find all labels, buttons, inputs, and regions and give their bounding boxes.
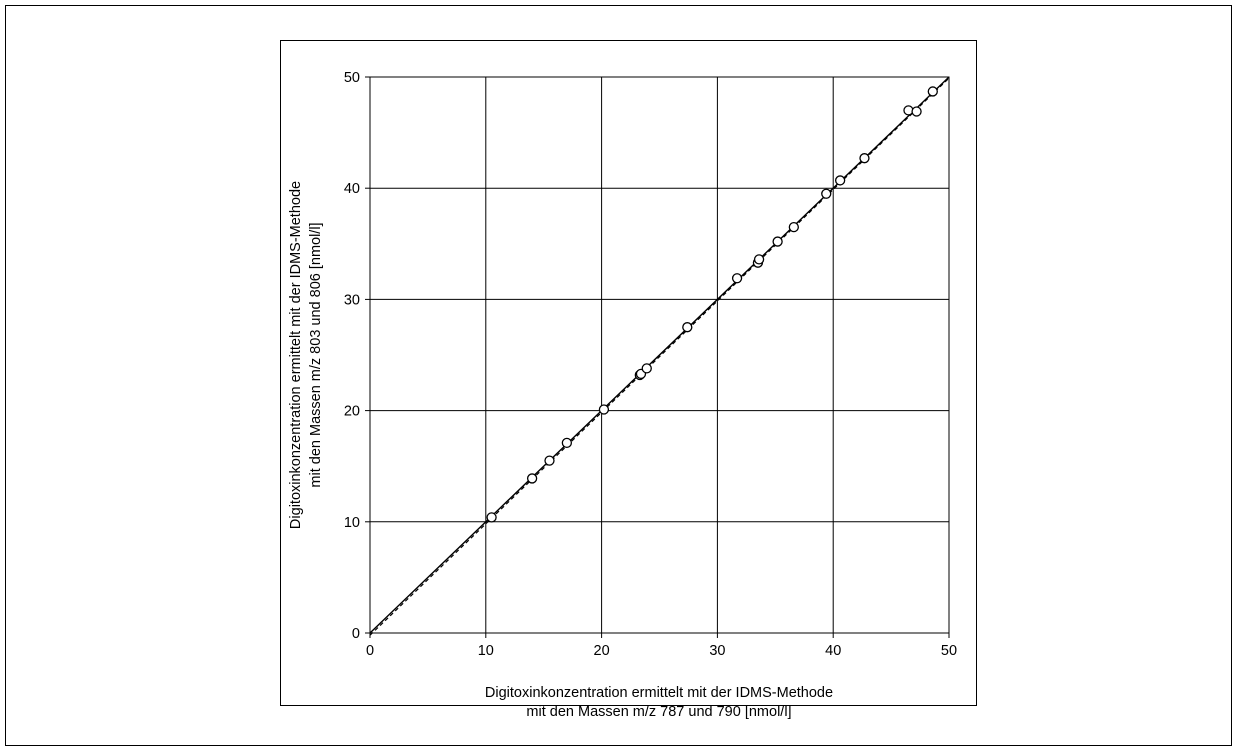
y-tick-label: 0 — [352, 626, 360, 642]
data-point — [526, 473, 538, 484]
data-point — [561, 437, 573, 448]
y-tick-label: 20 — [344, 404, 360, 420]
data-point — [682, 322, 693, 333]
data-point — [772, 236, 783, 247]
x-tick-label: 40 — [825, 643, 841, 659]
grid-lines — [370, 77, 949, 633]
dashed-reference-line — [369, 77, 950, 636]
data-points — [486, 86, 938, 523]
y-tick-label: 50 — [344, 70, 360, 86]
data-point — [731, 273, 743, 284]
solid-regression-line — [369, 76, 950, 634]
x-axis-label-line2: mit den Massen m/z 787 und 790 [nmol/l] — [526, 704, 791, 720]
y-tick-label: 30 — [344, 292, 360, 308]
x-tick-labels: 0 10 20 30 40 50 — [366, 643, 957, 659]
y-tick-label: 10 — [344, 515, 360, 531]
data-point — [788, 221, 799, 233]
data-point — [598, 404, 610, 415]
x-tick-label: 50 — [941, 643, 957, 659]
y-tick-labels: 0 10 20 30 40 50 — [344, 70, 360, 642]
x-axis-label-line1: Digitoxinkonzentration ermittelt mit der… — [485, 685, 833, 701]
axis-ticks — [365, 76, 950, 638]
x-tick-label: 30 — [709, 643, 725, 659]
data-point — [927, 86, 938, 97]
data-point — [486, 512, 497, 523]
chart-frame — [280, 40, 977, 706]
plot-area-border — [369, 76, 950, 634]
y-axis-label-line1: Digitoxinkonzentration ermittelt mit der… — [288, 181, 304, 529]
x-tick-label: 20 — [594, 643, 610, 659]
x-tick-label: 10 — [478, 643, 494, 659]
data-point — [859, 153, 870, 164]
data-point — [821, 188, 832, 199]
data-point — [641, 363, 652, 374]
x-tick-label: 0 — [366, 643, 374, 659]
data-point — [753, 254, 765, 265]
data-point — [834, 175, 846, 186]
data-point — [911, 106, 922, 117]
y-tick-label: 40 — [344, 181, 360, 197]
data-point — [544, 455, 555, 466]
regression-lines — [369, 76, 950, 636]
y-axis-label-line2: mit den Massen m/z 803 und 806 [nmol/l] — [308, 222, 324, 487]
